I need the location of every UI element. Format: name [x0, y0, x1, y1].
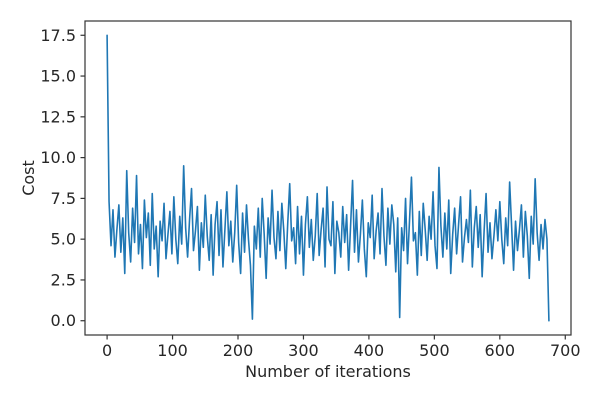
cost-series-line	[106, 34, 550, 322]
y-tick-label: 0.0	[51, 311, 76, 330]
y-tick-label: 5.0	[51, 230, 76, 249]
y-tick-label: 15.0	[40, 67, 76, 86]
y-tick-label: 17.5	[40, 26, 76, 45]
plot-frame	[84, 20, 572, 336]
y-tick-label: 10.0	[40, 148, 76, 167]
y-tick-label: 7.5	[51, 189, 76, 208]
y-axis-ticks: 0.0 2.5 5.0 7.5 10.0 12.5 15.0 17.5	[40, 26, 85, 330]
y-axis-label: Cost	[19, 160, 38, 196]
x-tick-label: 100	[157, 341, 188, 360]
x-axis-label: Number of iterations	[245, 362, 411, 381]
x-tick-label: 700	[550, 341, 581, 360]
x-tick-label: 0	[102, 341, 112, 360]
x-axis-ticks: 0 100 200 300 400 500 600 700	[102, 335, 581, 360]
cost-line	[106, 34, 550, 322]
x-tick-label: 300	[288, 341, 319, 360]
y-tick-label: 2.5	[51, 270, 76, 289]
x-tick-label: 600	[485, 341, 516, 360]
x-tick-label: 500	[419, 341, 450, 360]
x-tick-label: 400	[354, 341, 385, 360]
y-tick-label: 12.5	[40, 107, 76, 126]
x-tick-label: 200	[223, 341, 254, 360]
